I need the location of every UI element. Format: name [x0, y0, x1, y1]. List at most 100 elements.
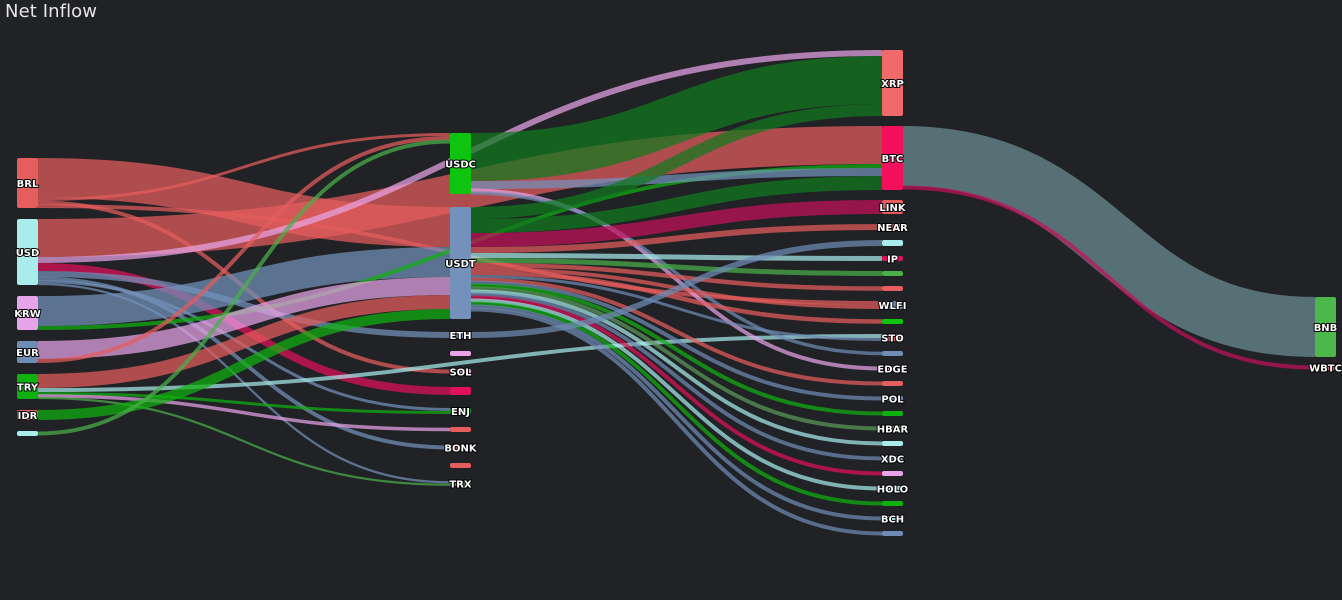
link-usdt-near[interactable]: [470, 224, 883, 253]
node-label-bch: BCH: [881, 515, 904, 526]
node-xdc[interactable]: [882, 456, 903, 461]
node-try[interactable]: [17, 374, 38, 399]
link-usdt-t7[interactable]: [470, 258, 883, 276]
node-wlfi[interactable]: [882, 301, 903, 309]
node-label-btc: BTC: [882, 154, 904, 165]
node-t14[interactable]: [882, 381, 903, 386]
node-t12[interactable]: [882, 351, 903, 356]
link-usdt-t10[interactable]: [470, 270, 883, 324]
link-try-enj[interactable]: [37, 392, 451, 414]
node-btc[interactable]: [882, 126, 903, 190]
node-label-sol: SOL: [449, 368, 472, 379]
node-usdt[interactable]: [450, 207, 471, 319]
link-btc-bnb[interactable]: [902, 126, 1316, 357]
node-label-bnb: BNB: [1314, 323, 1338, 334]
node-label-xdc: XDC: [881, 455, 904, 466]
link-eth-t5[interactable]: [470, 240, 883, 338]
link-usdt-xrp[interactable]: [470, 104, 883, 219]
node-label-wlfi: WLFI: [879, 301, 907, 312]
node-eth[interactable]: [450, 332, 471, 338]
link-usdt-t18[interactable]: [470, 289, 883, 446]
node-t10[interactable]: [882, 319, 903, 324]
node-bnb[interactable]: [1315, 297, 1336, 357]
sankey-nodes: BRL USD KRW EUR TRY IDR USDC USDT ETH SOL ENJ BONK T…: [13, 50, 1342, 536]
link-usdt-link[interactable]: [470, 200, 883, 247]
node-pol[interactable]: [882, 396, 903, 401]
link-brl-usdc[interactable]: [37, 133, 451, 201]
node-label-link: LINK: [879, 203, 906, 214]
node-label-bonk: BONK: [444, 444, 477, 455]
link-usdc-btc[interactable]: [470, 168, 883, 189]
node-near[interactable]: [882, 224, 903, 230]
link-usdt-ip[interactable]: [470, 253, 883, 261]
node-t24[interactable]: [882, 531, 903, 536]
node-edge[interactable]: [882, 366, 903, 371]
node-t22[interactable]: [882, 501, 903, 506]
link-usdt-t16[interactable]: [470, 283, 883, 416]
link-try-usdt[interactable]: [37, 295, 451, 388]
node-m4[interactable]: [450, 351, 471, 356]
node-m10[interactable]: [450, 463, 471, 468]
link-usdt-hbar[interactable]: [470, 286, 883, 431]
link-idr-usdt[interactable]: [37, 309, 451, 420]
link-usdt-t24[interactable]: [470, 307, 883, 536]
node-t16[interactable]: [882, 411, 903, 416]
node-wbtc[interactable]: [1315, 365, 1336, 370]
node-t5[interactable]: [882, 240, 903, 246]
node-link[interactable]: [882, 200, 903, 214]
node-label-try: TRY: [17, 383, 39, 394]
node-label-usdc: USDC: [445, 160, 476, 171]
node-m6[interactable]: [450, 387, 471, 395]
node-t7[interactable]: [882, 271, 903, 276]
link-usdt-btc[interactable]: [470, 176, 883, 233]
link-eur-usdt[interactable]: [37, 277, 451, 359]
chart-title: Net Inflow: [5, 1, 98, 22]
node-label-idr: IDR: [18, 411, 38, 422]
node-label-holo: HOLO: [877, 485, 908, 496]
node-t20[interactable]: [882, 471, 903, 476]
link-btc-wbtc[interactable]: [902, 185, 1316, 370]
link-usdt-t20[interactable]: [470, 295, 883, 476]
node-trx[interactable]: [450, 481, 471, 486]
node-bonk[interactable]: [450, 445, 471, 450]
link-usdt-sto[interactable]: [470, 275, 883, 341]
node-usd[interactable]: [17, 219, 38, 285]
node-usdc[interactable]: [450, 133, 471, 194]
node-t8[interactable]: [882, 286, 903, 291]
link-usdc-xrp[interactable]: [470, 56, 883, 181]
link-try-m8[interactable]: [37, 394, 451, 432]
node-enj[interactable]: [450, 408, 471, 414]
node-sol[interactable]: [450, 369, 471, 374]
node-m8[interactable]: [450, 427, 471, 432]
node-brl[interactable]: [17, 158, 38, 208]
node-hbar[interactable]: [882, 426, 903, 431]
link-usd-m6[interactable]: [37, 263, 451, 395]
link-eur-usdc[interactable]: [37, 136, 451, 363]
node-krw[interactable]: [17, 296, 38, 330]
node-sto[interactable]: [882, 334, 903, 341]
link-usdt-t22[interactable]: [470, 301, 883, 506]
node-idr[interactable]: [17, 410, 38, 420]
link-usdt-holo[interactable]: [470, 298, 883, 491]
sankey-links: [37, 50, 1316, 536]
link-usdt-xdc[interactable]: [470, 292, 883, 461]
node-label-wbtc: WBTC: [1309, 364, 1342, 375]
link-fiat7-usdc[interactable]: [37, 139, 451, 436]
node-xrp[interactable]: [882, 50, 903, 116]
link-try-trx[interactable]: [37, 396, 451, 486]
node-bch[interactable]: [882, 516, 903, 521]
link-usd-eth[interactable]: [37, 271, 451, 338]
link-usdt-t14[interactable]: [470, 277, 883, 386]
link-usdt-pol[interactable]: [470, 280, 883, 401]
node-eur[interactable]: [17, 341, 38, 363]
node-label-usd: USD: [16, 248, 40, 259]
node-holo[interactable]: [882, 486, 903, 491]
node-t18[interactable]: [882, 441, 903, 446]
link-usdt-bch[interactable]: [470, 304, 883, 521]
node-label-brl: BRL: [17, 179, 39, 190]
node-fiat7[interactable]: [17, 431, 38, 436]
node-ip[interactable]: [882, 256, 903, 261]
link-usdt-t8[interactable]: [470, 262, 883, 291]
node-label-trx: TRX: [449, 480, 472, 491]
